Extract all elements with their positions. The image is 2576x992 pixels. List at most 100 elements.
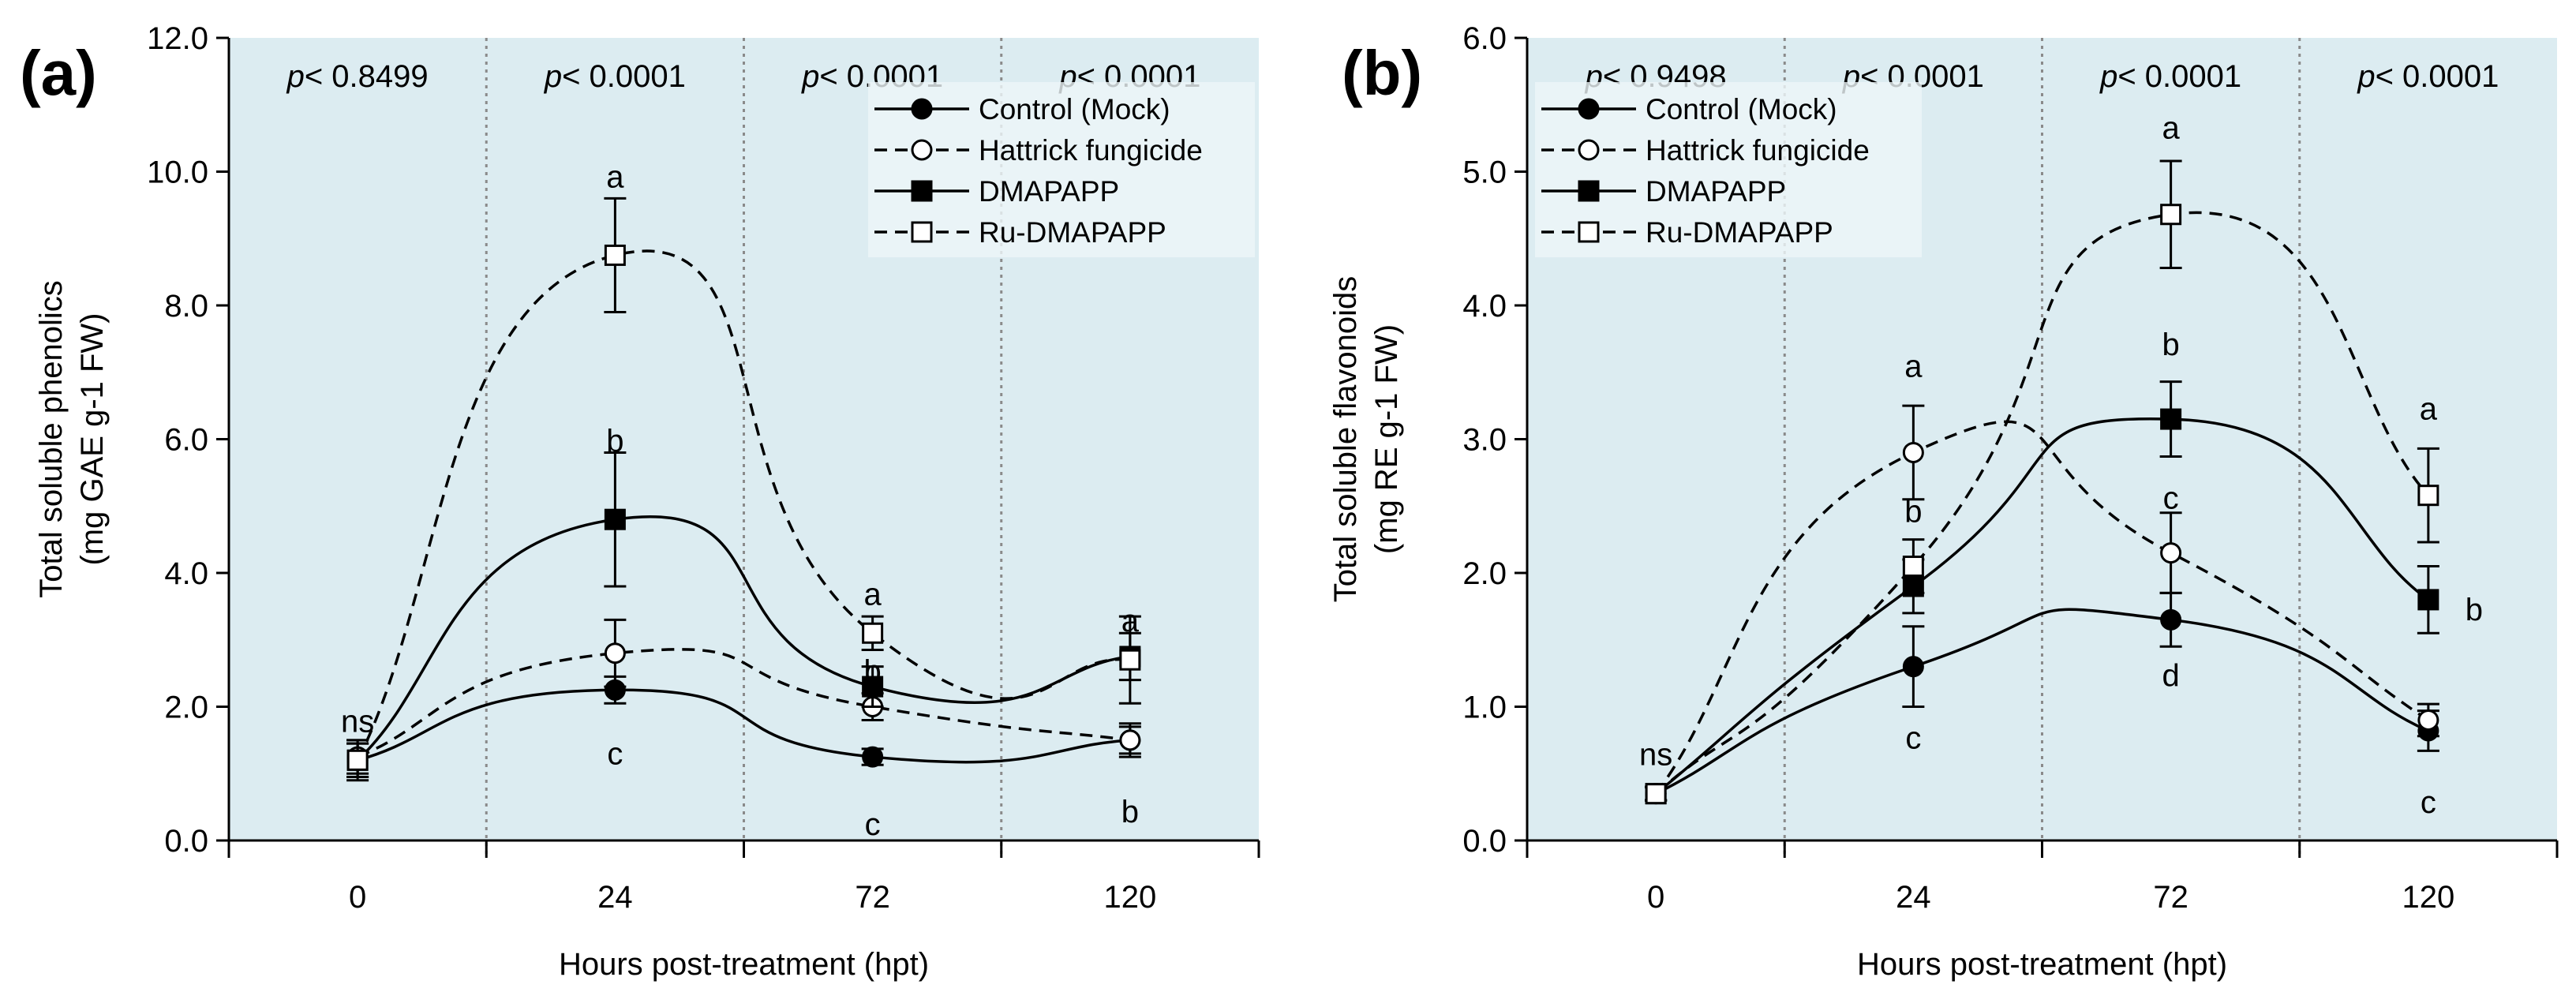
legend-marker: [911, 180, 933, 202]
significance-label: c: [2163, 481, 2179, 516]
significance-label: c: [607, 736, 623, 771]
significance-label: c: [865, 807, 881, 842]
series-line: [357, 648, 1131, 758]
p-value-text: < 0.0001: [2376, 59, 2499, 94]
p-value-label: p< 0.0001: [2099, 59, 2241, 94]
p-value-text: < 0.8499: [305, 59, 429, 94]
legend-entry: Hattrick fungicide: [1646, 134, 1870, 167]
data-point: [346, 749, 369, 771]
y-axis-label: Total soluble phenolics: [34, 280, 69, 597]
significance-label: b: [1904, 495, 1922, 530]
y-tick-label: 10.0: [147, 155, 208, 190]
significance-label: b: [1121, 795, 1139, 829]
series-ru-dmapapp: ns a a a Ru-DMAPAPP: [341, 159, 1166, 782]
legend-entry: Ru-DMAPAPP: [979, 216, 1166, 249]
y-tick-label: 3.0: [1462, 423, 1507, 458]
legend-entry: Control (Mock): [979, 93, 1170, 125]
significance-label: a: [864, 577, 882, 612]
x-tick-label: 72: [2153, 880, 2188, 915]
legend-marker: [911, 139, 933, 161]
significance-label: a: [1904, 349, 1923, 384]
x-axis-label: Hours post-treatment (hpt): [1857, 947, 2227, 982]
data-point: [2160, 608, 2182, 631]
series-ru-dmapapp: ns b a a Ru-DMAPAPP: [1541, 111, 2439, 805]
significance-label: c: [1905, 721, 1921, 756]
data-point: [604, 642, 626, 664]
series-line: [1654, 211, 2430, 795]
p-value-label: p< 0.0001: [544, 59, 686, 94]
significance-label: d: [2162, 658, 2180, 693]
x-tick-label: 24: [1896, 880, 1931, 915]
significance-label: a: [2420, 392, 2438, 427]
legend-entry: Ru-DMAPAPP: [1646, 216, 1833, 249]
y-tick-label: 1.0: [1462, 691, 1507, 725]
p-value-text: < 0.0001: [2117, 59, 2241, 94]
legend-box: [868, 82, 1255, 257]
significance-label: b: [864, 654, 882, 689]
legend-marker: [911, 221, 933, 243]
p-value-text: < 0.0001: [562, 59, 686, 94]
data-point: [2417, 485, 2439, 507]
significance-label: c: [2421, 785, 2436, 820]
y-axis-label-units: (mg GAE g-1 FW): [75, 313, 110, 565]
data-point: [862, 622, 884, 644]
y-tick-label: 2.0: [1462, 556, 1507, 591]
data-point: [1902, 441, 1924, 463]
data-point: [2160, 408, 2182, 430]
y-tick-label: 4.0: [164, 556, 208, 591]
data-point: [862, 746, 884, 768]
significance-label: ns: [1639, 738, 1672, 773]
chart-panel-b: 0.0 1.0 2.0 3.0 4.0 5.0 6.0 0 24 72 120 Hours post-…: [1328, 21, 2559, 982]
data-point: [1119, 729, 1141, 751]
data-point: [1902, 656, 1924, 678]
p-value-prefix: p: [2099, 59, 2117, 94]
legend-marker: [1578, 221, 1600, 243]
panel-label: (a): [20, 38, 97, 108]
legend-marker: [1578, 98, 1600, 120]
legend-marker: [1578, 139, 1600, 161]
legend-box: [1535, 82, 1922, 257]
data-point: [862, 676, 884, 698]
x-tick-label: 0: [349, 880, 366, 915]
y-tick-label: 2.0: [164, 691, 208, 725]
data-point: [1645, 783, 1667, 805]
x-tick-label: 120: [1104, 880, 1157, 915]
significance-label: a: [1121, 604, 1140, 638]
significance-label: b: [2466, 593, 2483, 627]
significance-label: a: [606, 159, 624, 194]
data-point: [2417, 709, 2439, 731]
data-point: [2417, 589, 2439, 611]
data-point: [1902, 556, 1924, 578]
legend-entry: DMAPAPP: [1646, 175, 1786, 208]
p-value-prefix: p: [544, 59, 562, 94]
y-tick-label: 0.0: [164, 824, 208, 859]
p-value-label: p< 0.0001: [2357, 59, 2499, 94]
significance-label: ns: [341, 704, 374, 739]
p-value-prefix: p: [2357, 59, 2375, 94]
legend-entry: Control (Mock): [1646, 93, 1837, 125]
data-point: [2160, 204, 2182, 226]
series-line: [1654, 420, 2429, 795]
y-tick-label: 0.0: [1462, 824, 1507, 859]
significance-label: a: [2162, 111, 2181, 146]
legend-marker: [1578, 180, 1600, 202]
y-tick-label: 5.0: [1462, 155, 1507, 190]
series-line: [1655, 417, 2429, 795]
y-tick-label: 8.0: [164, 289, 208, 324]
y-axis-label: Total soluble flavonoids: [1328, 276, 1363, 603]
legend-entry: DMAPAPP: [979, 175, 1119, 208]
panel-label: (b): [1342, 38, 1422, 108]
series-line: [357, 688, 1130, 764]
series-line: [1655, 608, 2429, 795]
x-tick-label: 120: [2402, 880, 2455, 915]
y-tick-label: 4.0: [1462, 289, 1507, 324]
y-tick-label: 6.0: [1462, 21, 1507, 56]
y-tick-label: 6.0: [164, 423, 208, 458]
data-point: [1119, 649, 1141, 671]
data-point: [604, 508, 626, 530]
y-axis-label-units: (mg RE g-1 FW): [1369, 324, 1404, 554]
x-tick-label: 72: [855, 880, 890, 915]
legend-marker: [911, 98, 933, 120]
data-point: [604, 244, 626, 266]
